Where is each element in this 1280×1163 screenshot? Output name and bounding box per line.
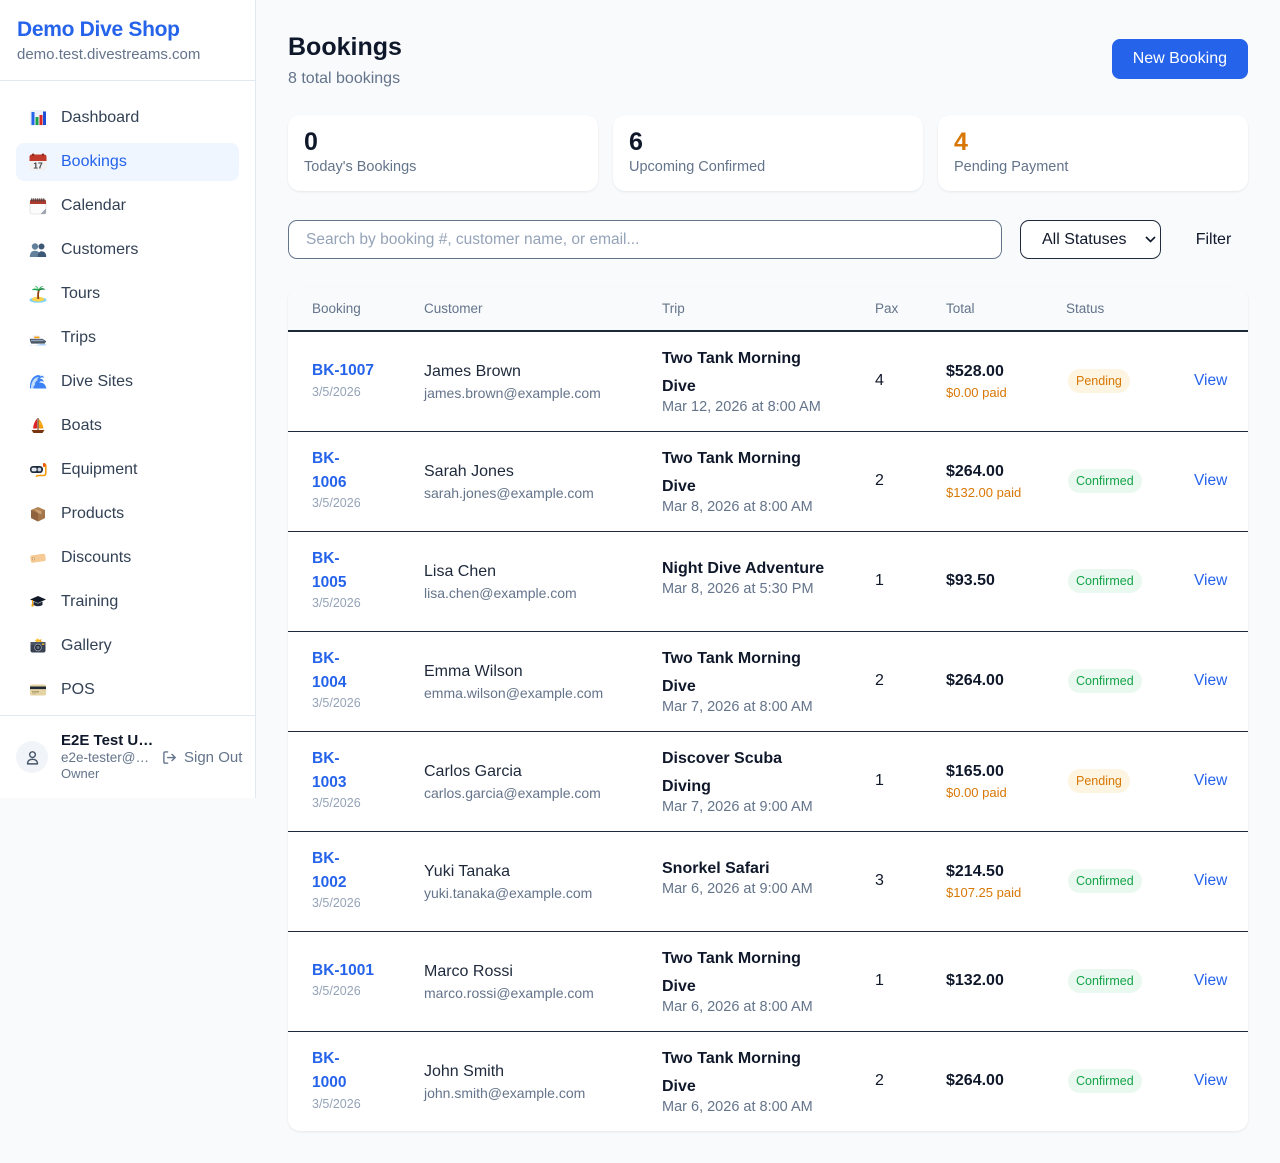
svg-text:17: 17 xyxy=(33,161,43,171)
